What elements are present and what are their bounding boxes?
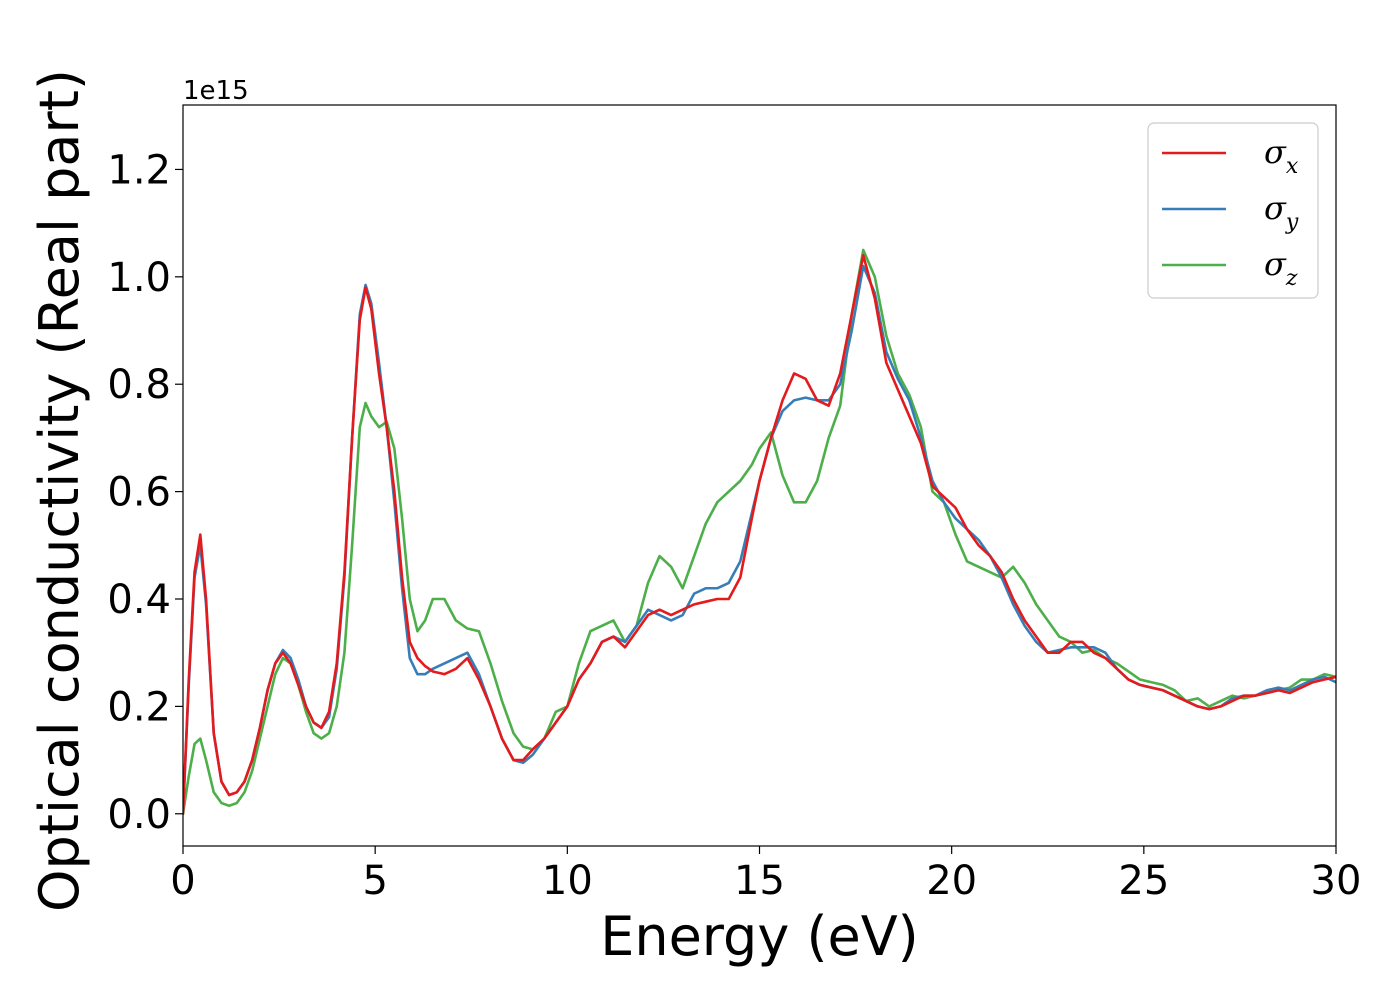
series-layer [183, 248, 1336, 816]
x-tick-label: 5 [362, 858, 387, 904]
y-tick-label: 0.4 [107, 577, 171, 623]
x-tick-label: 15 [734, 858, 785, 904]
y-tick-label: 0.0 [107, 792, 171, 838]
y-axis-offset-label: 1e15 [183, 76, 249, 106]
y-axis-ticks: 0.0 0.2 0.4 0.6 0.8 1.0 1.2 [107, 147, 183, 838]
legend-label-z: σz [1264, 245, 1298, 291]
legend: σx σy σz [1147, 122, 1319, 299]
x-tick-label: 30 [1311, 858, 1362, 904]
legend-label-y: σy [1264, 189, 1299, 235]
x-tick-label: 10 [542, 858, 593, 904]
y-tick-label: 1.2 [107, 147, 171, 193]
y-axis-title: Optical conductivity (Real part) [28, 69, 91, 912]
legend-label-x: σx [1264, 133, 1299, 179]
y-tick-label: 0.2 [107, 684, 171, 730]
x-tick-label: 0 [170, 858, 195, 904]
y-tick-label: 0.8 [107, 362, 171, 408]
y-tick-label: 1.0 [107, 255, 171, 301]
legend-box [1147, 122, 1319, 299]
x-axis-ticks: 0 5 10 15 20 25 30 [170, 846, 1361, 904]
series-line-z [183, 248, 1336, 816]
y-tick-label: 0.6 [107, 470, 171, 516]
x-tick-label: 20 [926, 858, 977, 904]
x-axis-title: Energy (eV) [600, 905, 919, 968]
x-tick-label: 25 [1118, 858, 1169, 904]
series-line-x [183, 254, 1336, 816]
